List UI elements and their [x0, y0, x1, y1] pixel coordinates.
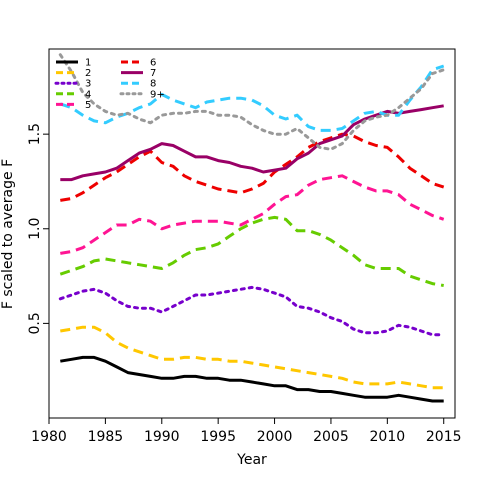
legend-label: 2 [85, 68, 91, 79]
legend-label: 8 [150, 79, 156, 90]
x-axis: 1980 1985 1990 1995 2000 2005 2010 2015 [31, 418, 462, 445]
y-axis-label: F scaled to average F [0, 159, 16, 309]
legend-label: 5 [85, 100, 91, 111]
series-line-9plus [58, 53, 446, 151]
x-tick-label: 1980 [31, 429, 67, 445]
x-tick-label: 2005 [313, 429, 349, 445]
x-axis-label: Year [236, 452, 267, 468]
legend-label: 3 [85, 79, 91, 90]
series-line-4 [59, 215, 444, 287]
x-tick-label: 1990 [144, 429, 180, 445]
y-tick-label: 1.5 [27, 123, 43, 145]
x-tick-label: 1985 [88, 429, 124, 445]
x-tick-label: 2010 [370, 429, 406, 445]
legend-label: 1 [85, 58, 91, 69]
legend-label: 7 [150, 68, 156, 79]
y-tick-label: 0.5 [27, 312, 43, 334]
plot-frame [48, 48, 456, 419]
series-line-2 [60, 325, 444, 390]
series-line-3 [58, 285, 446, 337]
legend-label: 9+ [150, 89, 165, 100]
y-tick-label: 1.0 [27, 218, 43, 240]
x-tick-label: 1995 [200, 429, 236, 445]
series-line-6 [60, 132, 445, 202]
legend-label: 4 [85, 89, 91, 100]
x-tick-label: 2015 [426, 429, 462, 445]
series-lines [58, 53, 446, 403]
series-line-5 [60, 174, 445, 255]
series-line-1 [60, 355, 444, 403]
series-line-8 [59, 64, 445, 132]
y-axis: 0.5 1.0 1.5 [27, 123, 49, 335]
x-tick-label: 2000 [257, 429, 293, 445]
legend-label: 6 [150, 58, 156, 69]
